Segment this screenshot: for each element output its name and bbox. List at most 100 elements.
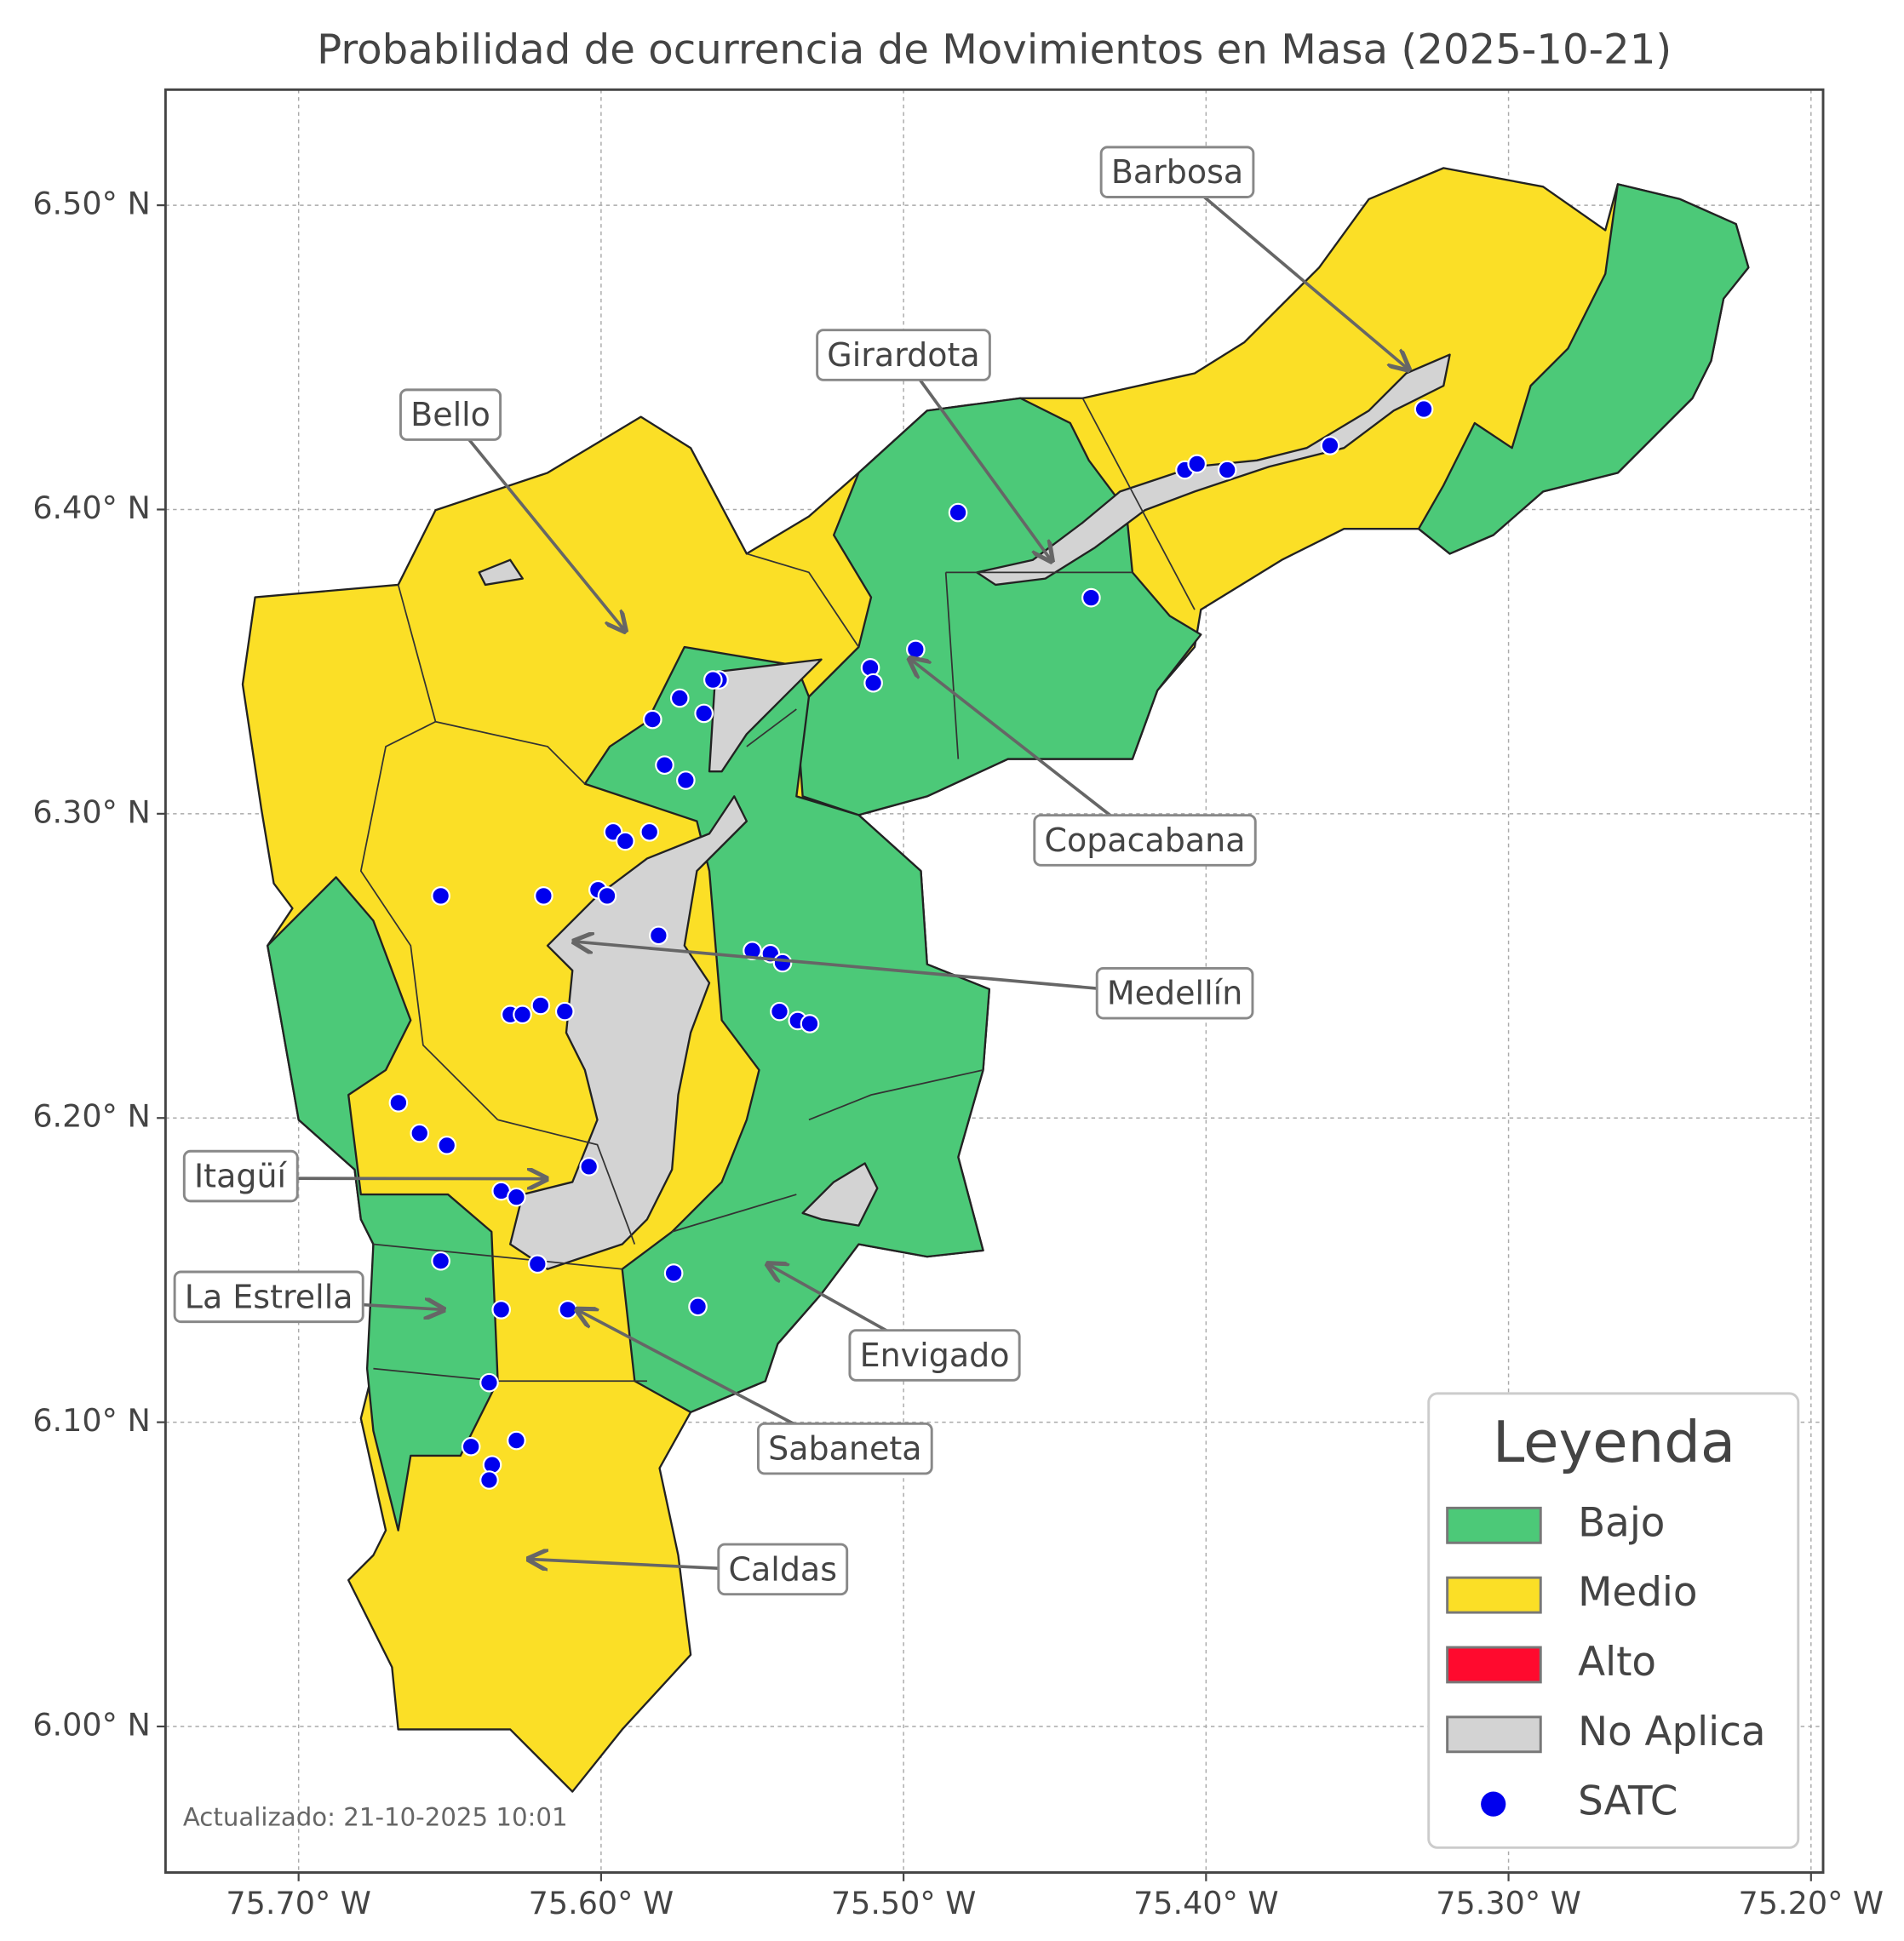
annotation-box <box>1099 146 1255 198</box>
annotation-label: Girardota <box>827 336 979 374</box>
region-bajo <box>795 397 1202 816</box>
plot-frame <box>163 88 1825 1875</box>
satc-point <box>597 886 617 906</box>
annotation-box <box>173 1270 364 1324</box>
satc-point <box>615 831 635 851</box>
satc-point <box>1320 436 1340 455</box>
x-tick-label: 75.40° W <box>1133 1885 1279 1921</box>
y-tick-label: 6.00° N <box>32 1707 150 1743</box>
legend-label: No Aplica <box>1578 1709 1765 1755</box>
annotation-arrow <box>574 942 1175 998</box>
satc-point <box>410 1123 430 1143</box>
annotation-arrow <box>902 356 1052 562</box>
satc-point <box>534 886 553 906</box>
annotation-box <box>756 1422 933 1475</box>
region-no-aplica <box>708 658 823 773</box>
x-tick-label: 75.30° W <box>1436 1885 1581 1921</box>
satc-point <box>558 1300 578 1320</box>
region-no-aplica <box>509 795 748 1270</box>
satc-point <box>694 703 714 724</box>
annotation-label: Medellín <box>1107 975 1242 1012</box>
y-tick-label: 6.50° N <box>32 186 150 222</box>
satc-point <box>642 709 662 730</box>
annotation-box <box>717 1543 849 1596</box>
satc-point <box>431 886 450 906</box>
satc-point <box>649 925 668 946</box>
x-tick-label: 75.60° W <box>529 1885 674 1921</box>
annotation: Envigado <box>848 1329 1021 1382</box>
y-tick-label: 6.40° N <box>32 490 150 526</box>
legend-label: SATC <box>1578 1779 1677 1825</box>
annotation: Itagüí <box>182 1149 299 1203</box>
satc-point <box>507 1187 526 1207</box>
axes: 75.70° W 75.60° W 75.50° W 75.40° W 75.30° W… <box>32 186 1884 1921</box>
satc-point <box>639 822 660 842</box>
satc-point <box>388 1093 409 1113</box>
annotation-box <box>848 1329 1021 1382</box>
legend-marker <box>1481 1791 1506 1817</box>
x-tick-label: 75.50° W <box>831 1885 977 1921</box>
annotation-box <box>1033 814 1257 867</box>
satc-point <box>1217 460 1237 480</box>
region-no-aplica <box>478 558 524 587</box>
satc-point <box>554 1001 575 1022</box>
satc-point <box>655 755 674 776</box>
annotation: Bello <box>399 388 502 441</box>
map-title: Probabilidad de ocurrencia de Movimiento… <box>317 26 1672 73</box>
satc-point <box>579 1157 599 1177</box>
satc-point <box>513 1005 532 1025</box>
region-bajo <box>267 876 499 1532</box>
annotation-box <box>1095 966 1254 1020</box>
legend-label: Medio <box>1578 1570 1697 1616</box>
annotation: Sabaneta <box>756 1422 933 1475</box>
legend-label: Bajo <box>1578 1500 1665 1546</box>
annotations: Barbosa Girardota Bello Copacabana Medellín I… <box>173 146 1409 1596</box>
satc-point <box>772 953 793 973</box>
satc-points <box>388 399 1434 1490</box>
satc-point <box>863 673 883 693</box>
satc-point <box>437 1136 457 1155</box>
region-no-aplica <box>976 353 1451 587</box>
annotation-box <box>399 388 502 441</box>
annotation-arrow <box>1176 173 1409 369</box>
satc-point <box>530 995 551 1016</box>
x-tick-label: 75.20° W <box>1739 1885 1884 1921</box>
annotation-box <box>182 1149 299 1203</box>
satc-point <box>507 1430 526 1451</box>
satc-point <box>743 941 762 961</box>
satc-point <box>491 1300 511 1320</box>
legend-title: Leyenda <box>1493 1409 1735 1475</box>
update-note: Actualizado: 21-10-2025 10:01 <box>183 1803 568 1832</box>
annotation-label: Caldas <box>728 1550 837 1588</box>
y-tick-label: 6.20° N <box>32 1098 150 1135</box>
satc-point <box>669 688 690 708</box>
annotation: La Estrella <box>173 1270 364 1324</box>
satc-point <box>1414 399 1434 419</box>
x-tick-label: 75.70° W <box>226 1885 371 1921</box>
legend-label: Alto <box>1578 1640 1656 1686</box>
satc-point <box>461 1436 481 1457</box>
annotation: Caldas <box>717 1543 849 1596</box>
annotation-label: Barbosa <box>1111 153 1243 191</box>
y-tick-label: 6.30° N <box>32 793 150 830</box>
annotation: Medellín <box>1095 966 1254 1020</box>
satc-point <box>800 1014 820 1033</box>
legend-swatch <box>1446 1576 1542 1614</box>
satc-point <box>663 1263 684 1283</box>
legend-swatch <box>1446 1506 1542 1544</box>
annotation-label: Sabaneta <box>768 1430 921 1468</box>
legend-swatch <box>1446 1646 1542 1684</box>
satc-point <box>527 1254 548 1274</box>
y-tick-label: 6.10° N <box>32 1402 150 1439</box>
annotation-label: Bello <box>410 396 490 433</box>
satc-point <box>770 1001 789 1022</box>
satc-point <box>676 770 696 790</box>
annotation-label: Envigado <box>860 1337 1010 1374</box>
annotation-label: Copacabana <box>1044 822 1245 859</box>
regions <box>241 167 1750 1793</box>
region-bajo <box>1417 183 1750 555</box>
satc-point <box>1187 454 1207 474</box>
annotation-arrow <box>449 415 625 632</box>
